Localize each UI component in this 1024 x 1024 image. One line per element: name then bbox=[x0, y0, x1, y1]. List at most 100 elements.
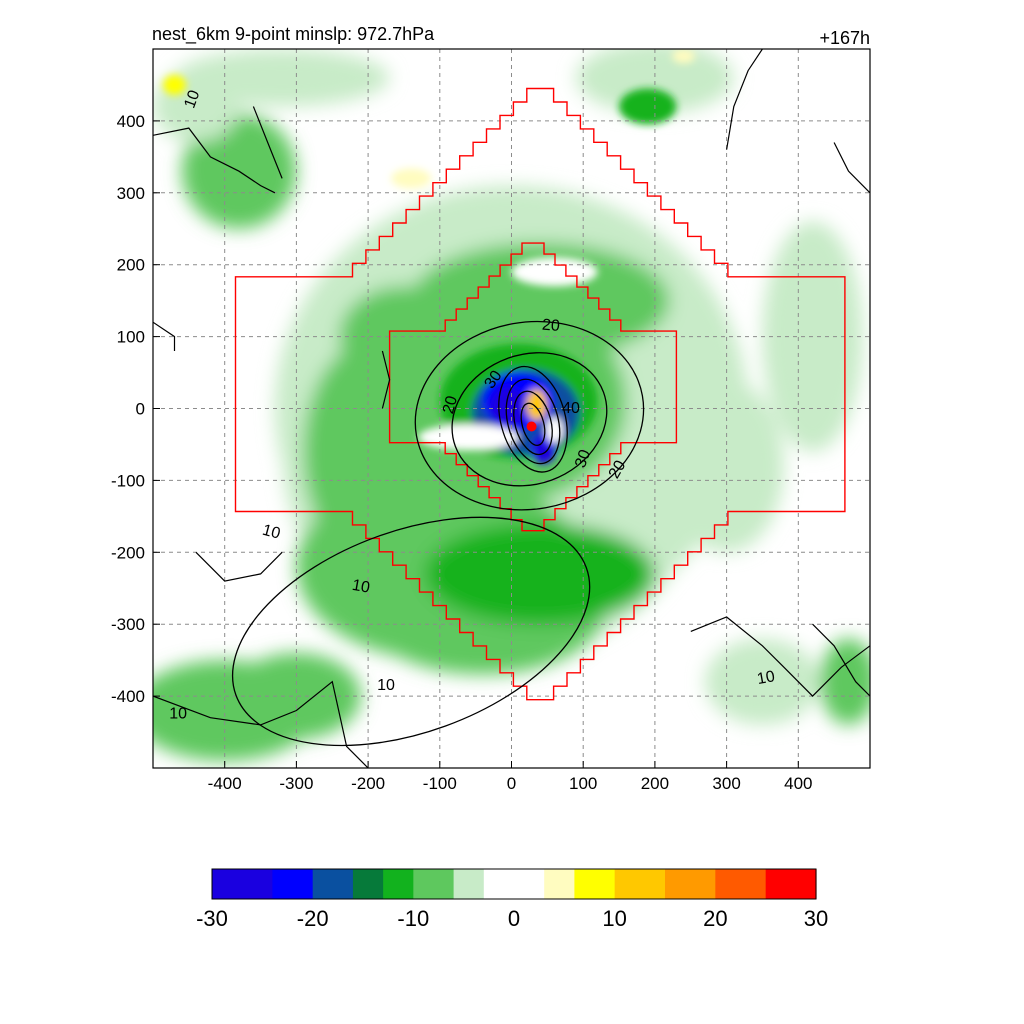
field-blob bbox=[174, 49, 390, 107]
y-tick-label: 300 bbox=[117, 184, 145, 203]
colorbar-swatch bbox=[363, 869, 374, 899]
colorbar-swatch bbox=[503, 869, 515, 899]
contour-50 bbox=[513, 390, 553, 456]
colorbar: -30 -20 -10 0 10 20 30 bbox=[196, 868, 828, 931]
field-blob bbox=[526, 389, 547, 421]
colorbar-swatch bbox=[403, 869, 414, 899]
colorbar-swatch bbox=[675, 869, 686, 899]
contour-10 bbox=[812, 623, 870, 697]
colorbar-swatch bbox=[322, 869, 334, 899]
contour-10 bbox=[726, 49, 763, 150]
field-blob bbox=[672, 49, 696, 64]
colorbar-swatch bbox=[252, 869, 263, 899]
contour-55 bbox=[520, 402, 546, 446]
x-tick-label: 300 bbox=[712, 774, 740, 793]
colorbar-swatch bbox=[755, 869, 767, 899]
contour-10 bbox=[153, 680, 369, 768]
field-blob bbox=[545, 417, 564, 444]
colorbar-tick-label: 0 bbox=[508, 906, 520, 931]
colorbar-swatch bbox=[805, 869, 817, 899]
colorbar-swatch bbox=[624, 869, 636, 899]
colorbar-swatch bbox=[302, 869, 314, 899]
contour-10 bbox=[195, 551, 283, 582]
colorbar-swatch bbox=[493, 869, 505, 899]
contour-10 bbox=[153, 127, 276, 194]
x-tick-label: 200 bbox=[641, 774, 669, 793]
colorbar-swatch bbox=[735, 869, 747, 899]
colorbar-swatch bbox=[524, 869, 535, 899]
colorbar-swatch bbox=[423, 869, 435, 899]
field-blob bbox=[418, 424, 519, 451]
colorbar-swatch bbox=[413, 869, 424, 899]
contour-label: 10 bbox=[756, 668, 777, 688]
colorbar-tick-label: -20 bbox=[297, 906, 329, 931]
colorbar-swatch bbox=[312, 869, 324, 899]
y-tick-label: 400 bbox=[117, 112, 145, 131]
field-blob bbox=[391, 168, 432, 189]
y-tick-label: 200 bbox=[117, 256, 145, 275]
field-blob bbox=[819, 638, 870, 725]
storm-center-marker bbox=[526, 421, 537, 432]
colorbar-swatch bbox=[393, 869, 404, 899]
forecast-hour-label: +167h bbox=[819, 28, 870, 48]
contour-10 bbox=[833, 142, 870, 194]
field-blob bbox=[231, 652, 361, 740]
x-tick-label: 100 bbox=[569, 774, 597, 793]
contour-10 bbox=[252, 106, 283, 179]
contour-30 bbox=[451, 352, 608, 487]
colorbar-swatch bbox=[604, 869, 616, 899]
colorbar-swatch bbox=[554, 869, 565, 899]
contour-20 bbox=[414, 320, 645, 511]
colorbar-swatch bbox=[232, 869, 243, 899]
x-tick-label: -400 bbox=[208, 774, 242, 793]
field-blob bbox=[163, 74, 186, 96]
contour-lines bbox=[153, 49, 870, 768]
colorbar-swatch bbox=[594, 869, 606, 899]
colorbar-tick-label: -30 bbox=[196, 906, 228, 931]
colorbar-tick-label: 10 bbox=[602, 906, 626, 931]
field-blob bbox=[619, 88, 677, 125]
colorbar-swatch bbox=[514, 869, 525, 899]
contour-label: 30 bbox=[572, 447, 594, 470]
colorbar-swatch bbox=[352, 869, 364, 899]
contour-10 bbox=[231, 516, 591, 747]
x-tick-label: -300 bbox=[279, 774, 313, 793]
contour-label: 20 bbox=[440, 394, 461, 416]
colorbar-tick-label: -10 bbox=[397, 906, 429, 931]
field-blob bbox=[705, 638, 820, 725]
contour-label: 40 bbox=[562, 400, 580, 417]
colorbar-swatch bbox=[212, 869, 223, 899]
y-tick-label: -200 bbox=[111, 543, 145, 562]
colorbar-swatch bbox=[383, 869, 394, 899]
colorbar-swatch bbox=[443, 869, 455, 899]
colorbar-swatch bbox=[544, 869, 555, 899]
colorbar-swatch bbox=[292, 869, 304, 899]
x-tick-label: 400 bbox=[784, 774, 812, 793]
storm-center bbox=[526, 421, 537, 432]
y-tick-label: -100 bbox=[111, 471, 145, 490]
colorbar-swatch bbox=[222, 869, 233, 899]
colorbar-swatch bbox=[373, 869, 384, 899]
field-blob bbox=[425, 523, 655, 625]
contour-label: 20 bbox=[541, 317, 560, 335]
colorbar-swatch bbox=[282, 869, 294, 899]
colorbar-swatch bbox=[695, 869, 706, 899]
contour-label: 10 bbox=[261, 522, 283, 543]
contour-label: 10 bbox=[181, 88, 203, 111]
contour-45 bbox=[505, 378, 561, 465]
colorbar-frame bbox=[211, 868, 817, 900]
contour-10 bbox=[381, 350, 391, 409]
x-tick-label: 0 bbox=[507, 774, 516, 793]
contour-label: 20 bbox=[606, 458, 630, 482]
colorbar-swatch bbox=[574, 869, 586, 899]
field-blob bbox=[511, 257, 598, 287]
x-tick-label: -100 bbox=[423, 774, 457, 793]
colorbar-swatch bbox=[715, 869, 726, 899]
colorbar-swatch bbox=[483, 869, 495, 899]
colorbar-tick-label: 30 bbox=[804, 906, 828, 931]
colorbar-swatch bbox=[453, 869, 465, 899]
colorbar-swatch bbox=[775, 869, 787, 899]
colorbar-swatch bbox=[332, 869, 344, 899]
colorbar-swatch bbox=[785, 869, 797, 899]
